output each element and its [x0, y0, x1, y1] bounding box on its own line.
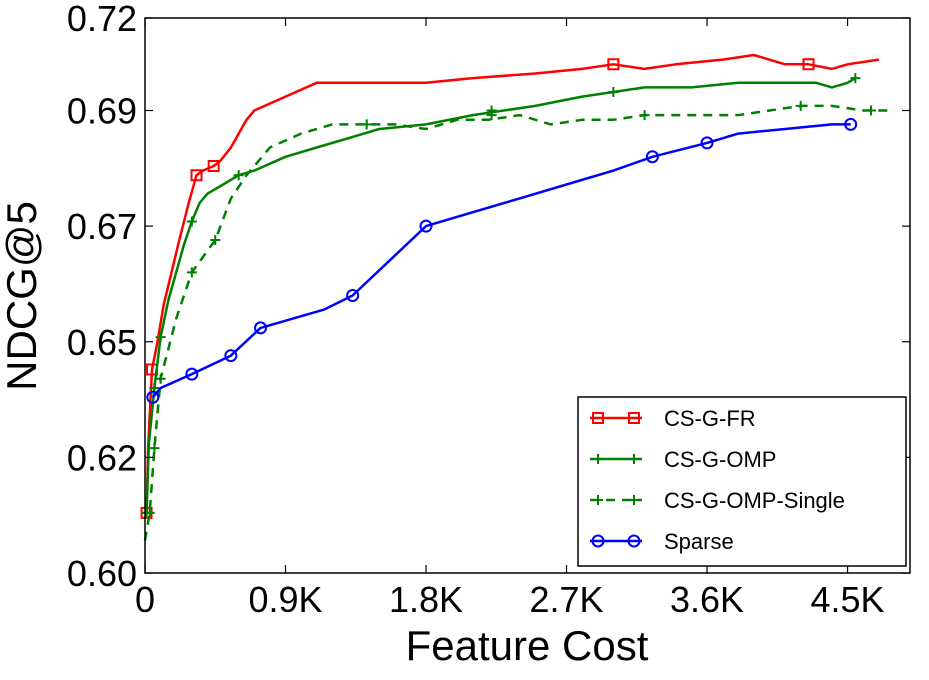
- legend-marker: [592, 412, 604, 424]
- data-point-cs-g-omp: [850, 73, 861, 84]
- data-point-cs-g-fr: [802, 58, 815, 71]
- series-line-cs-g-omp: [145, 77, 857, 513]
- series-line-cs-g-fr: [145, 53, 879, 513]
- legend-marker: [627, 534, 641, 548]
- legend-label: CS-G-OMP: [664, 447, 776, 472]
- y-tick-label: 0.62: [67, 437, 137, 478]
- legend-marker: [628, 412, 640, 424]
- data-point-cs-g-omp-single: [361, 119, 372, 130]
- y-tick-label: 0.65: [67, 322, 137, 363]
- series-layer: [140, 53, 895, 541]
- tick-label-layer: 0 0.9K 1.8K 2.7K 3.6K 4.5K 0.60 0.62 0.65 0.67 0.6…: [67, 0, 885, 620]
- legend: CS-G-FR CS-G-OMP CS-G-OMP-Single Sparse: [577, 396, 907, 567]
- data-point-cs-g-fr: [207, 160, 220, 172]
- data-point-cs-g-omp-single: [144, 507, 155, 518]
- data-point-cs-g-fr: [607, 58, 620, 71]
- x-tick-label: 0: [135, 579, 155, 620]
- data-point-cs-g-omp: [608, 87, 619, 97]
- series-line-cs-g-omp-single: [143, 104, 895, 541]
- series-line-sparse: [151, 123, 851, 399]
- data-point-cs-g-omp-single: [155, 373, 166, 384]
- x-axis-title: Feature Cost: [406, 622, 649, 669]
- data-point-cs-g-omp-single: [865, 105, 876, 116]
- data-point-sparse: [346, 289, 360, 302]
- legend-marker: [593, 495, 603, 505]
- y-tick-label: 0.60: [67, 553, 137, 594]
- legend-item-cs-g-fr: CS-G-FR: [590, 406, 756, 431]
- data-point-cs-g-fr: [190, 169, 203, 182]
- x-tick-label: 3.6K: [670, 579, 744, 620]
- legend-item-cs-g-omp-single: CS-G-OMP-Single: [590, 488, 845, 513]
- data-point-cs-g-omp-single: [486, 110, 497, 121]
- legend-label: Sparse: [664, 529, 734, 554]
- legend-item-cs-g-omp: CS-G-OMP: [590, 447, 776, 472]
- legend-box: [577, 396, 907, 567]
- legend-marker: [629, 454, 639, 464]
- data-point-sparse: [844, 117, 858, 131]
- series-sparse: [146, 117, 858, 404]
- data-point-cs-g-omp-single: [795, 100, 806, 111]
- data-point-cs-g-omp-single: [210, 235, 221, 245]
- y-tick-label: 0.67: [67, 206, 137, 247]
- x-tick-label: 2.7K: [529, 579, 603, 620]
- legend-marker: [593, 454, 603, 464]
- x-tick-label: 4.5K: [811, 579, 885, 620]
- legend-item-sparse: Sparse: [590, 529, 734, 554]
- data-point-sparse: [146, 390, 160, 404]
- data-point-cs-g-omp-single: [186, 267, 197, 278]
- y-tick-label: 0.72: [67, 0, 137, 39]
- data-point-cs-g-omp: [155, 332, 166, 343]
- legend-marker: [591, 534, 605, 548]
- plot-frame: [144, 17, 911, 574]
- x-tick-label: 1.8K: [389, 579, 463, 620]
- data-point-cs-g-omp-single: [149, 443, 160, 454]
- data-point-sparse: [254, 321, 268, 335]
- data-point-sparse: [700, 136, 714, 150]
- y-tick-label: 0.69: [67, 91, 137, 132]
- data-point-sparse: [645, 150, 659, 164]
- legend-marker: [629, 495, 639, 505]
- data-point-sparse: [419, 219, 433, 233]
- data-point-sparse: [185, 367, 199, 381]
- data-point-sparse: [224, 349, 238, 363]
- y-axis-title: NDCG@5: [0, 201, 45, 391]
- data-point-cs-g-omp: [186, 216, 197, 227]
- legend-label: CS-G-OMP-Single: [664, 488, 845, 513]
- legend-label: CS-G-FR: [664, 406, 756, 431]
- x-tick-label: 0.9K: [248, 579, 322, 620]
- series-cs-g-omp-single: [143, 100, 895, 541]
- data-point-cs-g-omp: [233, 170, 244, 181]
- data-point-cs-g-omp-single: [639, 110, 650, 121]
